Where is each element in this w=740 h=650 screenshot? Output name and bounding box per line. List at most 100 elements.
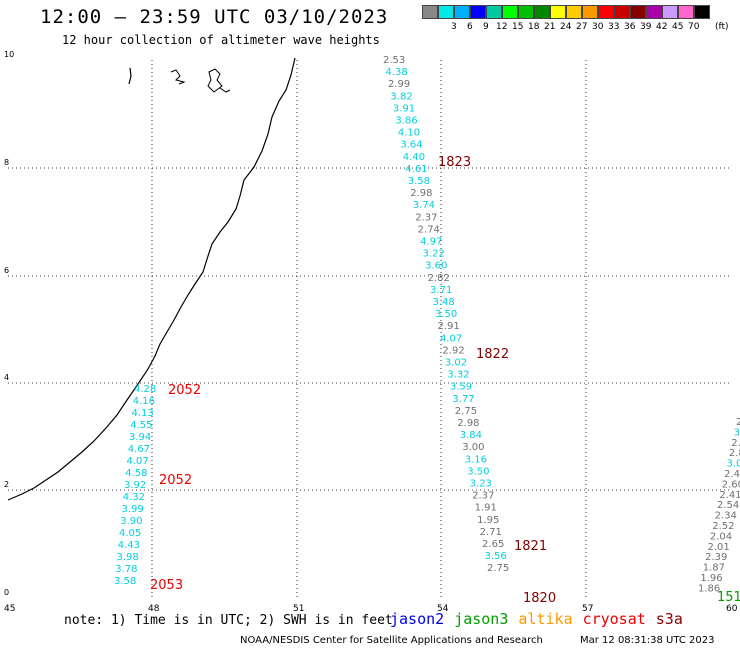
swh-value: 4.40 <box>403 152 425 163</box>
swh-value: 3.90 <box>120 516 142 527</box>
colorbar-cell <box>678 5 694 19</box>
pass-time-label: 1823 <box>438 155 471 170</box>
swh-value: 4.07 <box>440 333 462 344</box>
y-tick-label: 6 <box>4 266 9 275</box>
colorbar-cell <box>662 5 678 19</box>
swh-value: 1.91 <box>475 503 497 514</box>
colorbar-label: 18 <box>528 22 540 32</box>
pass-time-label: 2053 <box>150 578 183 593</box>
island-2 <box>170 69 186 85</box>
swh-value: 2.82 <box>428 273 450 284</box>
colorbar-label: 39 <box>640 22 652 32</box>
swh-value: 2. <box>736 417 740 428</box>
colorbar-label: 30 <box>592 22 604 32</box>
pass-time-label: 2052 <box>168 383 201 398</box>
y-tick-label: 4 <box>4 373 9 382</box>
swh-value: 4.97 <box>420 237 442 248</box>
swh-value: 3.16 <box>465 454 487 465</box>
colorbar-cell <box>438 5 454 19</box>
colorbar-cell <box>502 5 518 19</box>
mission-legend-item: jason2 <box>390 610 445 628</box>
island-3 <box>207 68 223 93</box>
swh-value: 4.28 <box>134 384 156 395</box>
swh-value: 3.32 <box>447 370 469 381</box>
x-tick-label: 51 <box>293 604 304 614</box>
swh-value: 3.92 <box>124 480 146 491</box>
swh-value: 3.50 <box>467 466 489 477</box>
map-grid <box>8 60 730 598</box>
swh-value: 3.91 <box>393 103 415 114</box>
swh-value: 1.87 <box>703 563 725 574</box>
swh-value: 2.74 <box>418 224 440 235</box>
colorbar-cell <box>694 5 710 19</box>
swh-value: 2.71 <box>480 527 502 538</box>
colorbar-label: 9 <box>483 22 489 32</box>
y-tick-label: 10 <box>4 50 14 59</box>
swh-value: 2.65 <box>482 539 504 550</box>
colorbar-label: 15 <box>512 22 524 32</box>
y-tick-label: 2 <box>4 480 9 489</box>
swh-value: 2.01 <box>708 542 730 553</box>
swh-value: 3.77 <box>452 394 474 405</box>
coastline-main <box>7 57 296 501</box>
colorbar-unit: (ft) <box>715 22 729 32</box>
swh-value: 2.99 <box>388 79 410 90</box>
swh-value: 3.58 <box>408 176 430 187</box>
colorbar-cell <box>422 5 438 19</box>
pass-time-label: 1821 <box>514 539 547 554</box>
swh-value: 1.95 <box>477 515 499 526</box>
colorbar-label: 33 <box>608 22 620 32</box>
x-tick-label: 60 <box>726 604 738 614</box>
colorbar-cell <box>518 5 534 19</box>
colorbar-label: 27 <box>576 22 588 32</box>
swh-value: 2. <box>731 438 740 449</box>
footer-credit: NOAA/NESDIS Center for Satellite Applica… <box>240 635 543 646</box>
mission-legend-item: s3a <box>655 610 683 628</box>
swh-value: 2.8 <box>729 448 740 459</box>
swh-value: 2.60 <box>722 479 740 490</box>
swh-value: 2.98 <box>410 188 432 199</box>
swh-value: 4.61 <box>405 164 427 175</box>
colorbar-cell <box>582 5 598 19</box>
colorbar-label: 42 <box>656 22 668 32</box>
swh-value: 3.58 <box>114 576 136 587</box>
island-1 <box>128 67 132 85</box>
pass-time-label: 1820 <box>523 591 556 606</box>
swh-value: 3.23 <box>470 479 492 490</box>
swh-value: 2.04 <box>710 531 732 542</box>
swh-value: 3.02 <box>445 358 467 369</box>
swh-value: 2.34 <box>715 511 737 522</box>
footer-note: note: 1) Time is in UTC; 2) SWH is in fe… <box>64 613 393 628</box>
swh-value: 3.56 <box>485 551 507 562</box>
swh-value: 1.96 <box>700 573 722 584</box>
x-tick-label: 45 <box>4 604 15 614</box>
swh-value: 2.92 <box>442 345 464 356</box>
swh-value: 3.82 <box>390 91 412 102</box>
swh-value: 4.38 <box>385 67 407 78</box>
swh-value: 4.07 <box>127 456 149 467</box>
swh-value: 2.45 <box>724 469 740 480</box>
swh-value: 3.0 <box>727 459 740 470</box>
coastline <box>7 57 296 501</box>
mission-legend: jason2 jason3 altika cryosat s3a <box>390 610 693 628</box>
colorbar-label: 45 <box>672 22 684 32</box>
swh-value: 2.53 <box>383 55 405 66</box>
axis-labels: 45 48 51 54 57 60 0 2 4 6 8 10 <box>4 50 738 614</box>
swh-value: 3.71 <box>430 285 452 296</box>
x-tick-label: 57 <box>582 604 593 614</box>
swh-value: 3.60 <box>425 261 447 272</box>
mission-legend-item: jason3 <box>454 610 509 628</box>
swh-value: 4.55 <box>130 420 152 431</box>
colorbar-cell <box>598 5 614 19</box>
colorbar-label: 6 <box>467 22 473 32</box>
swh-value: 2.75 <box>487 563 509 574</box>
swh-value: 4.58 <box>125 468 147 479</box>
swh-value: 3.78 <box>115 564 137 575</box>
colorbar-label: 36 <box>624 22 636 32</box>
swh-value: 4.13 <box>132 408 154 419</box>
swh-value: 2.37 <box>472 491 494 502</box>
footer-timestamp: Mar 12 08:31:38 UTC 2023 <box>580 635 715 646</box>
colorbar-cell <box>566 5 582 19</box>
swh-value: 2.54 <box>717 500 739 511</box>
y-tick-label: 8 <box>4 158 9 167</box>
